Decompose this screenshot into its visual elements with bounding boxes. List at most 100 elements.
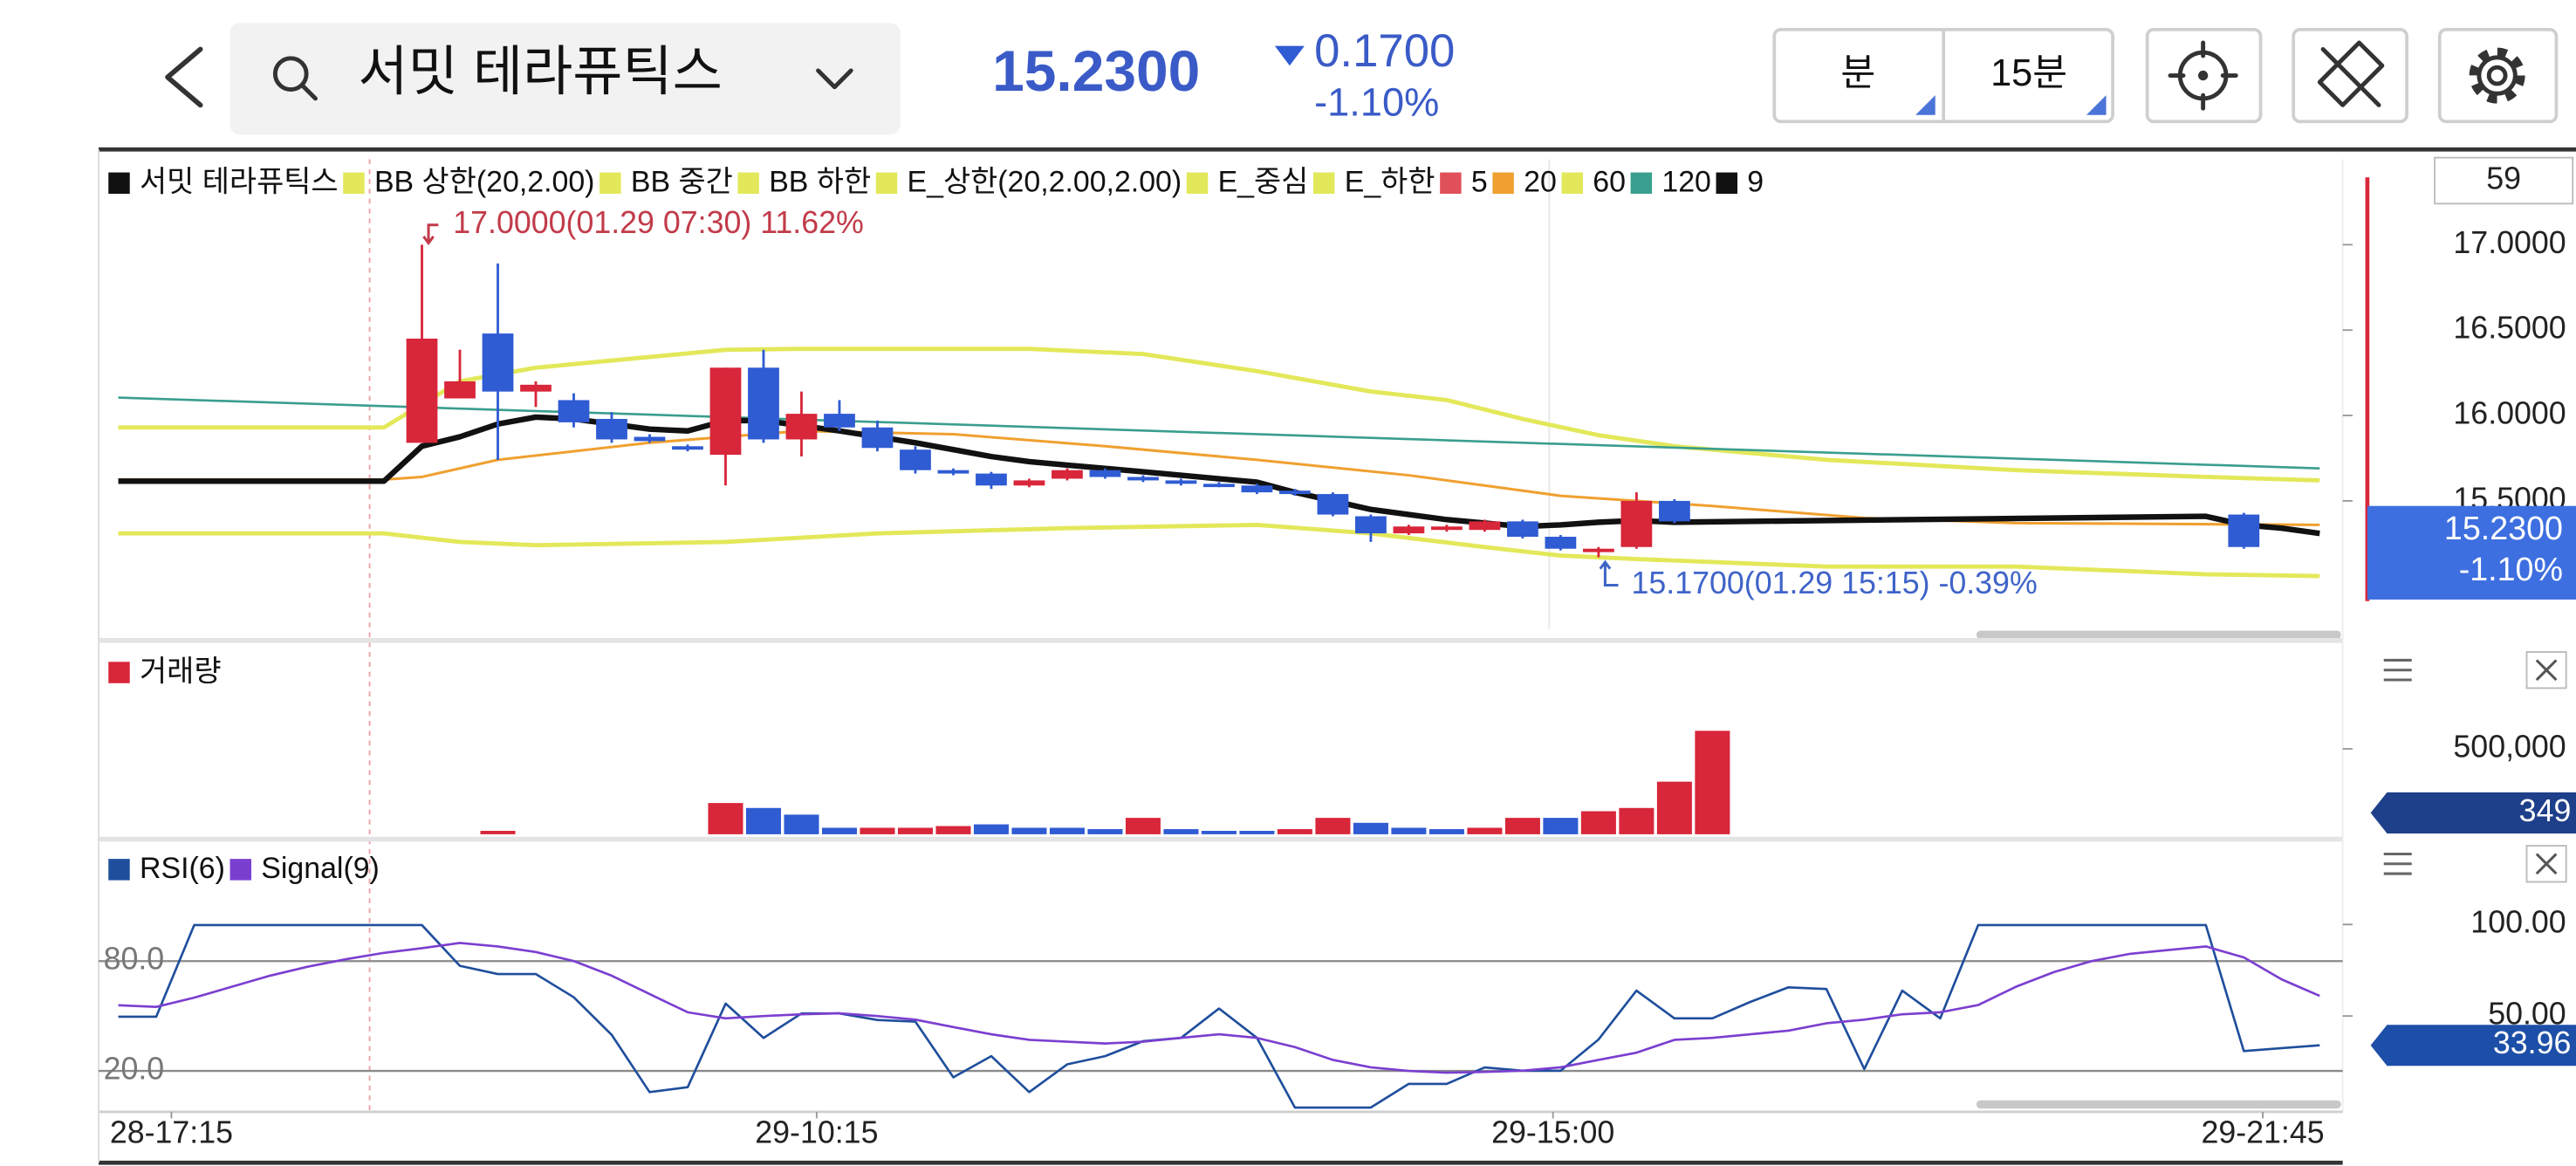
- volume-bar: [1239, 830, 1275, 834]
- crosshair-button[interactable]: [2145, 27, 2263, 124]
- annotation-label: 15.1700(01.29 15:15) -0.39%: [1632, 566, 2038, 600]
- scroll-thumb[interactable]: [1976, 1100, 2341, 1109]
- line: [118, 429, 2320, 526]
- period: 15분: [1990, 52, 2067, 94]
- legend-label: 20: [1524, 166, 1557, 199]
- guide-label: 20.0: [104, 1052, 165, 1087]
- volume-bar: [1201, 830, 1237, 834]
- legend-swatch: [1440, 172, 1462, 195]
- candle-body: [824, 414, 855, 428]
- crosshair-dot: [2197, 70, 2209, 81]
- volume-bar: [860, 827, 895, 834]
- legend-label: 9: [1747, 166, 1764, 199]
- candle-body: [1545, 537, 1577, 549]
- volume-bar: [1011, 827, 1047, 834]
- header: 서밋 테라퓨틱스 15.2300 0.1700 -1.10% 분 15분: [98, 23, 2576, 152]
- change-percent: -1.10%: [1314, 79, 1439, 124]
- x-tick-label: 28-17:15: [110, 1115, 233, 1150]
- legend-swatch: [108, 172, 130, 195]
- legend-swatch: [230, 859, 252, 881]
- crosshair-lines: [2168, 40, 2238, 111]
- top-label: 59: [2486, 161, 2521, 195]
- volume-bar: [1656, 781, 1692, 834]
- legend-label: 120: [1661, 166, 1711, 199]
- legend-swatch: [737, 172, 759, 195]
- dropdown-chevron[interactable]: [816, 68, 853, 90]
- stock-name: 서밋 테라퓨틱스: [358, 42, 722, 102]
- candle-body: [1469, 521, 1501, 531]
- legend-swatch: [108, 859, 130, 881]
- search-icon: [272, 56, 309, 92]
- candle-body: [444, 381, 476, 399]
- top-label-box: [2434, 156, 2574, 205]
- legend-swatch: [599, 172, 621, 195]
- volume-bar: [1619, 807, 1655, 834]
- candle-body: [1279, 490, 1311, 495]
- volume-pane-menu[interactable]: [2383, 658, 2412, 682]
- rsi-pane-menu[interactable]: [2383, 852, 2412, 875]
- volume-bar: [935, 826, 971, 834]
- scroll-thumb[interactable]: [1976, 630, 2341, 639]
- drawing-tool-button[interactable]: [2292, 27, 2408, 124]
- candle-body: [406, 339, 438, 443]
- candle-body: [1355, 516, 1387, 534]
- volume-bar: [1315, 818, 1351, 834]
- candle-body: [558, 400, 590, 422]
- period-button[interactable]: 15분: [1990, 52, 2107, 115]
- rsi-pane-close[interactable]: [2525, 845, 2567, 883]
- candle-body: [596, 418, 627, 440]
- back-button[interactable]: [165, 46, 203, 108]
- candle-body: [709, 367, 742, 456]
- gear-hole: [2486, 65, 2508, 86]
- legend-label: 60: [1593, 166, 1626, 199]
- candle-body: [1013, 480, 1045, 486]
- search-box[interactable]: [230, 23, 901, 135]
- candle-body: [1583, 548, 1614, 552]
- legend-label: RSI(6): [140, 852, 225, 885]
- candle-body: [1507, 521, 1538, 538]
- candle-body: [1431, 526, 1463, 531]
- candle-body: [634, 436, 666, 442]
- volume-bar: [1695, 730, 1730, 834]
- last-change-label: -1.10%: [2459, 551, 2563, 587]
- settings-button[interactable]: [2437, 27, 2559, 124]
- candle-body: [520, 384, 552, 392]
- volume-bar: [1163, 829, 1199, 834]
- last-value-tag: [2370, 792, 2576, 833]
- candle-body: [1203, 484, 1235, 488]
- candle-body: [861, 427, 894, 449]
- volume-bar: [480, 830, 516, 834]
- line: [118, 346, 2320, 483]
- legend-label: 거래량: [140, 655, 221, 688]
- volume-pane-close[interactable]: [2525, 651, 2567, 689]
- candle-body: [1165, 480, 1197, 484]
- x-tick-label: 29-21:45: [2201, 1115, 2324, 1150]
- change: 0.1700: [1314, 25, 1455, 77]
- candle-body: [482, 333, 514, 392]
- legend-swatch: [875, 172, 898, 195]
- last-value-tag: [2370, 1025, 2576, 1067]
- guide-label: 80.0: [104, 942, 165, 977]
- legend-label: E_하한: [1345, 166, 1435, 199]
- candle-body: [1089, 470, 1121, 477]
- volume-bar: [1353, 822, 1388, 834]
- legend-swatch: [1716, 172, 1738, 195]
- volume-bar: [1277, 829, 1312, 834]
- candle-body: [976, 473, 1007, 486]
- volume-bar: [745, 807, 781, 834]
- annotation-arrow: [422, 223, 439, 245]
- last-price-label: 15.2300: [2444, 510, 2563, 546]
- candle-body: [1620, 500, 1653, 547]
- legend-label: E_상한(20,2.00,2.00): [908, 166, 1182, 199]
- volume-bar: [1543, 818, 1579, 834]
- x-tick-label: 29-10:15: [755, 1115, 878, 1150]
- legend-label: 5: [1471, 166, 1488, 199]
- candle-body: [672, 446, 703, 450]
- close-icon: [2535, 659, 2558, 682]
- period-unit-button[interactable]: 분: [1840, 52, 1935, 115]
- legend-label: Signal(9): [261, 852, 380, 885]
- price: 15.2300: [992, 38, 1200, 103]
- candle-body: [1127, 477, 1159, 481]
- volume-bar: [1391, 827, 1427, 834]
